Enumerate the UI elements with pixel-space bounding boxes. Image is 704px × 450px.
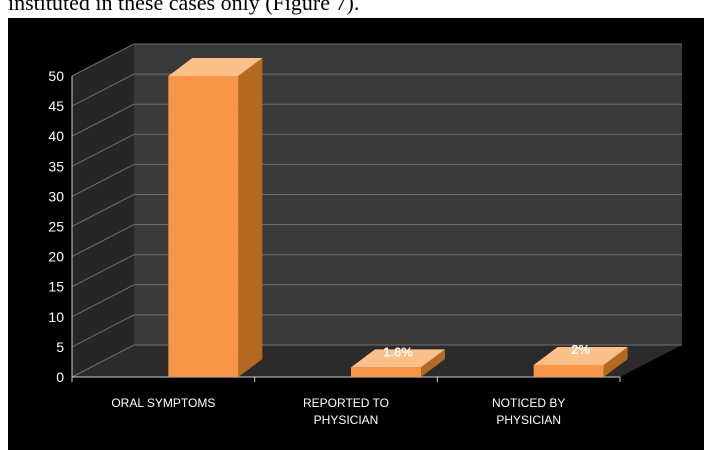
x-category-label: REPORTED TO PHYSICIAN [303,396,389,427]
data-label: 2% [571,342,590,357]
y-tick-label: 25 [48,219,64,235]
bar-front [351,367,421,377]
x-category-label: NOTICED BY PHYSICIAN [492,396,565,427]
y-tick-label: 20 [48,249,64,265]
bar-top [168,58,263,76]
bar-side [238,58,263,377]
bar-side [603,346,628,377]
gridline-side [71,284,135,318]
gridline-side [71,314,135,348]
y-tick-label: 15 [48,279,64,295]
x-category-line: PHYSICIAN [496,413,561,427]
bar-front [168,76,239,377]
gridline-side [71,163,135,197]
y-tick-label: 30 [48,188,64,204]
data-labels: 1.6% 2% [383,342,590,359]
y-tick-label: 5 [56,339,64,355]
y-axis-ticks: 0 5 10 15 20 25 30 35 40 45 50 [48,68,64,385]
chart-area: 0 5 10 15 20 25 30 35 40 45 50 1.6% 2% ORAL SYMPTOM… [8,18,704,450]
axis-lines [71,76,621,382]
bar-front [533,364,604,377]
x-category-line: NOTICED BY [492,396,565,410]
bar-top [533,346,628,365]
bar-chart: 0 5 10 15 20 25 30 35 40 45 50 1.6% 2% ORAL SYMPTOM… [48,43,682,427]
x-category-line: PHYSICIAN [314,413,379,427]
x-category-line: ORAL SYMPTOMS [111,396,215,410]
x-category-label: ORAL SYMPTOMS [111,396,215,410]
y-tick-label: 50 [48,68,64,84]
x-category-line: REPORTED TO [303,396,389,410]
figure-caption: instituted in these cases only (Figure 7… [8,0,360,15]
bars [168,58,628,377]
y-tick-label: 35 [48,158,64,174]
y-tick-label: 40 [48,128,64,144]
gridline-side [71,254,135,288]
gridline-side [71,73,135,107]
gridline-side [71,194,135,227]
x-axis-categories: ORAL SYMPTOMS REPORTED TO PHYSICIANNOTICED… [111,396,565,427]
bar [168,58,263,377]
bar [533,346,628,377]
y-tick-label: 45 [48,98,64,114]
chart-walls [72,44,682,377]
gridline-side [71,133,135,167]
bar-side [421,349,445,377]
gridline-side [71,344,135,378]
gridline-side [71,103,135,137]
data-label: 1.6% [383,344,413,359]
y-tick-label: 10 [48,309,64,325]
bar [351,349,445,377]
bar-top [351,349,445,368]
gridline-side [71,43,135,77]
gridline-side [71,224,135,258]
y-tick-label: 0 [56,369,64,385]
